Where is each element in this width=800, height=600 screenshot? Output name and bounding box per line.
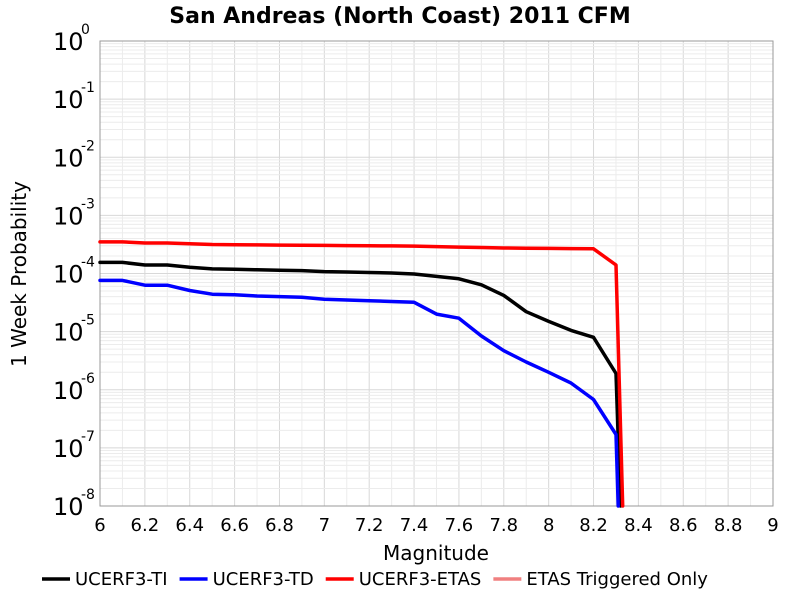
x-tick-label: 7.8 — [489, 515, 518, 536]
y-axis-label: 1 Week Probability — [7, 181, 31, 367]
series-line-ucerf3-td — [98, 278, 620, 508]
legend: UCERF3-TI UCERF3-TD UCERF3-ETAS ETAS Trigge… — [42, 569, 708, 590]
y-tick-exponent: -4 — [81, 255, 95, 271]
y-tick-exponent: -2 — [81, 138, 95, 154]
y-tick-exponent: -6 — [81, 371, 95, 387]
y-tick-base: 10 — [53, 377, 84, 405]
x-tick-label: 6.2 — [131, 515, 160, 536]
plot-area — [99, 40, 774, 507]
chart-title: San Andreas (North Coast) 2011 CFM — [169, 4, 630, 29]
x-tick-label: 7 — [319, 515, 330, 536]
x-tick-label: 7.2 — [355, 515, 384, 536]
series-line-ucerf3-etas — [98, 240, 625, 508]
y-tick-base: 10 — [53, 86, 84, 114]
x-axis-label: Magnitude — [383, 541, 489, 565]
x-axis-ticks: 6 6.2 6.4 6.6 6.8 7 7.2 7.4 7.6 7.8 8 8.2 8.4 8.6 8.8 9 — [94, 515, 778, 536]
legend-label: ETAS Triggered Only — [526, 569, 708, 590]
y-tick-label: 10-4 — [53, 255, 95, 289]
legend-label: UCERF3-TI — [75, 569, 168, 590]
legend-label: UCERF3-ETAS — [359, 569, 482, 590]
y-tick-label: 10-7 — [53, 429, 95, 463]
series-layer — [98, 240, 625, 508]
y-tick-label: 10-6 — [53, 371, 95, 405]
x-tick-label: 6.6 — [220, 515, 249, 536]
legend-item: UCERF3-TD — [179, 569, 314, 590]
y-tick-base: 10 — [53, 435, 84, 463]
y-tick-base: 10 — [53, 144, 84, 172]
x-tick-label: 8.8 — [714, 515, 743, 536]
y-tick-base: 10 — [53, 493, 84, 521]
y-tick-exponent: -5 — [81, 313, 95, 329]
y-tick-label: 10-1 — [53, 80, 95, 114]
x-tick-label: 8.4 — [624, 515, 653, 536]
legend-item: ETAS Triggered Only — [493, 569, 708, 590]
x-tick-label: 8 — [543, 515, 554, 536]
y-tick-exponent: -7 — [81, 429, 95, 445]
legend-item: UCERF3-ETAS — [325, 569, 482, 590]
y-tick-exponent: -3 — [81, 196, 95, 212]
y-tick-label: 10-2 — [53, 138, 95, 172]
y-tick-base: 10 — [53, 202, 84, 230]
x-tick-label: 9 — [767, 515, 778, 536]
y-tick-exponent: 0 — [81, 22, 90, 38]
y-tick-base: 10 — [53, 28, 84, 56]
y-tick-label: 10-5 — [53, 313, 95, 347]
legend-item: UCERF3-TI — [42, 569, 168, 590]
y-tick-label: 100 — [53, 22, 90, 56]
x-tick-label: 7.4 — [400, 515, 429, 536]
y-tick-label: 10-3 — [53, 196, 95, 230]
y-tick-base: 10 — [53, 319, 84, 347]
y-tick-label: 10-8 — [53, 487, 95, 521]
x-tick-label: 6.8 — [265, 515, 294, 536]
x-tick-label: 8.2 — [579, 515, 608, 536]
legend-label: UCERF3-TD — [213, 569, 314, 590]
x-tick-label: 6 — [94, 515, 105, 536]
x-tick-label: 8.6 — [669, 515, 698, 536]
series-line-ucerf3-ti — [98, 260, 623, 508]
y-tick-base: 10 — [53, 261, 84, 289]
x-tick-label: 6.4 — [175, 515, 204, 536]
y-tick-exponent: -1 — [81, 80, 95, 96]
y-tick-exponent: -8 — [81, 487, 95, 503]
x-tick-label: 7.6 — [445, 515, 474, 536]
